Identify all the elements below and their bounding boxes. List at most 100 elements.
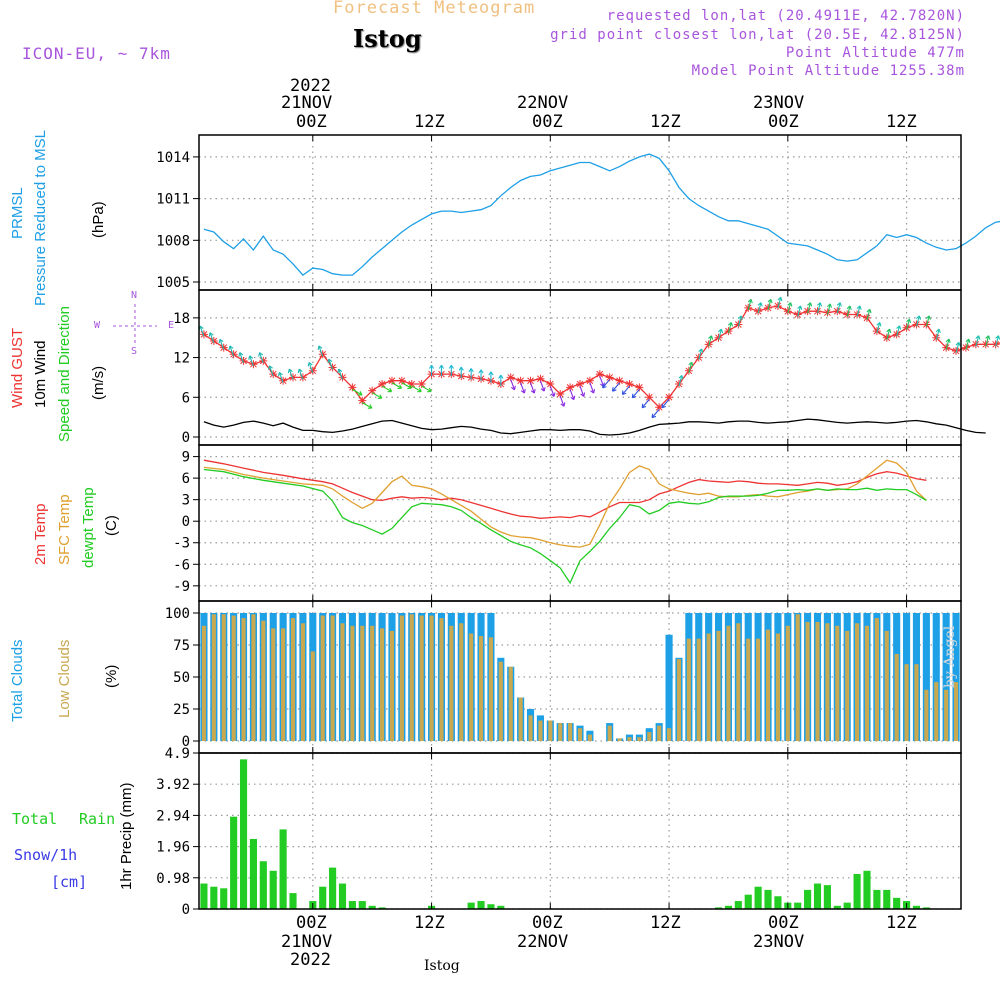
low-cloud-bar	[429, 615, 434, 741]
y-tick-label: 1011	[156, 192, 190, 208]
series-prmsl	[203, 153, 1000, 276]
wind-direction-arrow	[787, 302, 793, 314]
temp-sfc-label: SFC Temp	[56, 494, 73, 565]
low-cloud-bar	[518, 697, 523, 741]
low-cloud-bar	[409, 614, 414, 741]
rain-bar	[833, 905, 841, 909]
rain-bar	[467, 902, 475, 909]
wind-direction-arrow	[549, 385, 556, 397]
rain-bar	[804, 889, 812, 909]
bottom-hour-label: 12Z	[650, 913, 681, 933]
rain-snow-label: Snow/1h	[14, 846, 78, 864]
wind-direction-arrow	[569, 389, 576, 401]
gust-marker	[209, 337, 218, 346]
point-altitude: Point Altitude 477m	[785, 45, 965, 61]
low-cloud-bar	[389, 630, 395, 741]
wind-direction-arrow	[688, 361, 694, 373]
wind-direction-arrow	[599, 375, 605, 387]
wind-direction-arrow	[498, 374, 504, 387]
total-cloud-bar	[932, 613, 940, 741]
top-hour-label: 00Z	[532, 112, 563, 132]
rain-bar	[220, 888, 228, 909]
rain-bar	[853, 873, 861, 909]
wind-direction-arrow	[438, 364, 445, 377]
gust-marker	[546, 380, 555, 389]
top-hour-label: 00Z	[768, 112, 799, 132]
low-cloud-bar	[874, 618, 879, 741]
gust-marker	[556, 389, 565, 398]
low-cloud-bar	[746, 638, 751, 741]
y-tick-label: 0	[182, 514, 190, 530]
low-cloud-bar	[795, 614, 800, 741]
low-cloud-bar	[706, 633, 711, 741]
total-cloud-bar	[942, 613, 950, 741]
wind-direction-arrow	[641, 398, 650, 409]
wind-direction-arrow	[777, 296, 783, 309]
y-tick-label: 1014	[156, 150, 190, 166]
rain-bar	[319, 886, 327, 909]
grid-point-coords: grid point closest lon,lat (20.5E, 42.81…	[550, 27, 965, 43]
low-cloud-bar	[627, 737, 632, 741]
wind-direction-arrow	[737, 315, 743, 327]
wind-direction-arrow	[816, 302, 823, 314]
compass-north: N	[131, 290, 138, 301]
series-10m-wind	[203, 418, 986, 436]
low-cloud-bar	[508, 666, 513, 741]
rain-bar	[269, 870, 277, 909]
model-label: ICON-EU, ~ 7km	[22, 44, 171, 63]
y-tick-label: 100	[165, 606, 190, 622]
series-2m-temp	[203, 459, 927, 519]
wind-direction-arrow	[955, 341, 961, 354]
wind-direction-arrow	[317, 345, 324, 357]
total-cloud-bar	[952, 613, 960, 741]
bottom-hour-label: 12Z	[414, 913, 445, 933]
wind-direction-arrow	[258, 352, 264, 364]
wind-direction-arrow	[401, 382, 412, 389]
page-title: Istog	[353, 24, 422, 53]
low-cloud-bar	[914, 664, 919, 741]
gust-marker	[595, 370, 604, 379]
gust-marker	[526, 376, 535, 385]
wind-direction-arrow	[218, 338, 225, 350]
low-cloud-bar	[944, 689, 949, 741]
y-tick-label: -3	[173, 536, 190, 552]
series-dewpt-temp	[203, 468, 927, 585]
wind-direction-arrow	[337, 368, 344, 380]
wind-direction-arrow	[846, 305, 852, 317]
wind-direction-arrow	[631, 389, 640, 399]
rain-bar	[259, 861, 267, 909]
wind-direction-arrow	[621, 385, 630, 395]
wind-direction-arrow	[965, 338, 971, 350]
rain-bar	[279, 829, 287, 909]
low-cloud-bar	[399, 615, 404, 741]
low-cloud-bar	[568, 723, 573, 741]
top-date-21nov: 21NOV	[281, 93, 333, 113]
wind-direction-arrow	[995, 335, 1000, 347]
bottom-hour-label: 00Z	[768, 913, 799, 933]
rain-bar	[883, 889, 891, 909]
y-tick-label: 25	[173, 702, 190, 718]
wind-direction-arrow	[371, 392, 383, 399]
low-cloud-bar	[676, 659, 682, 741]
wind-direction-arrow	[807, 302, 813, 314]
gust-marker	[239, 356, 248, 365]
wind-direction-arrow	[975, 335, 981, 347]
y-tick-label: 0	[182, 734, 190, 750]
rain-bar	[754, 886, 762, 909]
rain-bar	[734, 901, 742, 909]
rain-bar	[823, 885, 831, 909]
wind-direction-arrow	[727, 322, 734, 334]
gust-marker	[585, 376, 594, 385]
gust-marker	[308, 366, 317, 375]
low-cloud-bar	[587, 734, 592, 741]
wind-direction-arrow	[381, 385, 393, 393]
low-cloud-bar	[271, 628, 276, 741]
low-cloud-bar	[231, 615, 236, 741]
bars-layer	[200, 613, 960, 909]
wind-direction-arrow	[757, 302, 763, 314]
rain-bar	[497, 905, 505, 909]
bottom-hour-label: 00Z	[296, 913, 327, 933]
low-cloud-bar	[350, 625, 355, 741]
bottom-date-22nov: 22NOV	[517, 932, 569, 952]
wind-direction-arrow	[826, 303, 832, 315]
